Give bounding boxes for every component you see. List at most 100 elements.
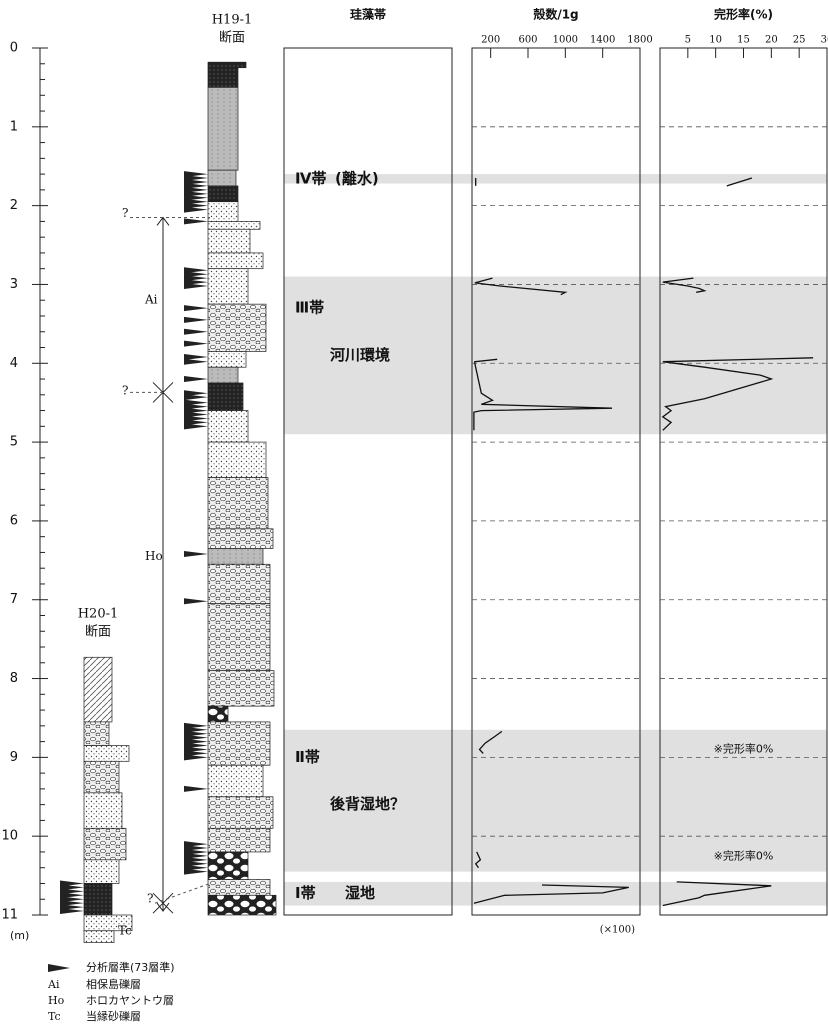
strata-layer <box>208 304 266 351</box>
zone-header: 珪藻帯 <box>350 7 386 22</box>
sample-marker <box>184 329 208 335</box>
sample-marker <box>184 354 208 360</box>
strata-layer <box>208 351 246 367</box>
x-tick-label: 20 <box>765 35 778 46</box>
strata-layer <box>208 895 276 915</box>
sample-marker <box>184 551 208 557</box>
strata-layer <box>208 202 238 222</box>
strata-layer <box>84 746 129 762</box>
strata-layer <box>84 828 126 860</box>
section-subtitle: 断面 <box>85 625 111 640</box>
strata-layer <box>208 269 248 304</box>
sample-marker <box>184 869 208 875</box>
legend-marker <box>48 964 70 972</box>
strata-layer <box>208 170 236 186</box>
strata-layer <box>208 186 238 202</box>
x-tick-label: 15 <box>737 35 750 46</box>
x-tick-label: 25 <box>793 35 806 46</box>
chart-title: 殻数/1g <box>533 7 578 22</box>
depth-tick-label: 6 <box>10 513 18 528</box>
strata-layer <box>208 411 248 443</box>
strata-layer <box>208 797 273 829</box>
x-tick-label: 1400 <box>590 35 615 46</box>
strata-layer <box>208 68 238 88</box>
zone-environment: 河川環境 <box>330 346 390 364</box>
strata-layer <box>84 761 119 793</box>
strata-layer <box>208 478 268 529</box>
chart-title: 完形率(%) <box>714 7 773 22</box>
strata-layer <box>208 62 246 68</box>
layout <box>60 62 276 942</box>
x-tick-label: 1000 <box>553 35 578 46</box>
zone-environment: (離水) <box>335 169 379 187</box>
depth-tick-label: 1 <box>10 119 18 134</box>
sample-marker <box>184 359 208 365</box>
strata-layer <box>208 229 250 253</box>
x-tick-label: 10 <box>709 35 722 46</box>
legend-code: Ho <box>48 994 65 1007</box>
zone-name: Ⅲ帯 <box>295 299 324 317</box>
depth-unit: (m) <box>10 929 29 942</box>
question-mark: ? <box>122 383 128 397</box>
page: {"depth_axis":{"ylim":[0,11],"yticks":[0… <box>0 0 828 1030</box>
sample-marker <box>184 376 208 382</box>
x-tick-label: 30 <box>821 35 828 46</box>
sample-marker <box>184 317 208 323</box>
sample-marker <box>184 218 208 224</box>
unit-code: Ai <box>144 293 158 307</box>
question-mark: ? <box>147 892 153 906</box>
strata-layer <box>208 880 270 896</box>
strata-layer <box>84 793 122 828</box>
depth-tick-label: 2 <box>10 198 18 213</box>
unit-code: Ho <box>145 549 163 563</box>
sample-marker <box>184 786 208 792</box>
sample-marker <box>184 341 208 347</box>
depth-tick-label: 0 <box>10 41 18 56</box>
depth-tick-label: 5 <box>10 435 18 450</box>
zone-environment: 湿地 <box>345 884 375 902</box>
sample-marker <box>184 598 208 604</box>
depth-tick-label: 7 <box>10 592 18 607</box>
sample-marker <box>184 394 208 400</box>
strata-layer <box>84 657 112 722</box>
sample-marker <box>184 305 208 311</box>
strata-layer <box>84 931 114 943</box>
x-tick-label: 600 <box>518 35 537 46</box>
sample-marker <box>184 754 208 760</box>
legend-code: Ai <box>47 978 60 991</box>
section-title: H20-1 <box>78 607 119 622</box>
strata-layer <box>208 529 273 549</box>
section-title: H19-1 <box>212 13 253 28</box>
annotation: ※完形率0% <box>714 741 774 755</box>
sample-marker <box>60 908 84 914</box>
section-subtitle: 断面 <box>219 31 245 46</box>
strata-layer <box>208 604 270 671</box>
legend-code: Tc <box>48 1010 61 1023</box>
x-tick-label: 200 <box>481 35 500 46</box>
legend-name: ホロカヤントウ層 <box>86 994 174 1007</box>
sample-marker <box>184 423 208 429</box>
depth-tick-label: 4 <box>10 356 18 371</box>
depth-tick-label: 11 <box>1 908 18 923</box>
x-tick-label: 5 <box>685 35 691 46</box>
depth-tick-label: 10 <box>1 829 18 844</box>
strata-layer <box>208 221 260 229</box>
question-mark: ? <box>122 206 128 220</box>
strata-layer <box>208 367 238 383</box>
strata-layer <box>208 564 270 603</box>
strata-layer <box>208 548 263 564</box>
strata-layer <box>84 883 112 915</box>
zone-name: Ⅰ帯 <box>295 884 316 902</box>
depth-tick-label: 9 <box>10 750 18 765</box>
zone-environment: 後背湿地？ <box>329 795 405 813</box>
zone-name: Ⅱ帯 <box>295 748 320 766</box>
unit-code: Tc <box>118 923 132 937</box>
strata-layer <box>84 722 109 746</box>
legend-name: 当縁砂礫層 <box>86 1009 141 1023</box>
depth-tick-label: 8 <box>10 671 18 686</box>
annotation: ※完形率0% <box>714 849 774 863</box>
strata-layer <box>208 383 243 411</box>
sample-marker <box>184 207 208 213</box>
strata-layer <box>208 706 228 722</box>
strata-layer <box>208 828 270 852</box>
